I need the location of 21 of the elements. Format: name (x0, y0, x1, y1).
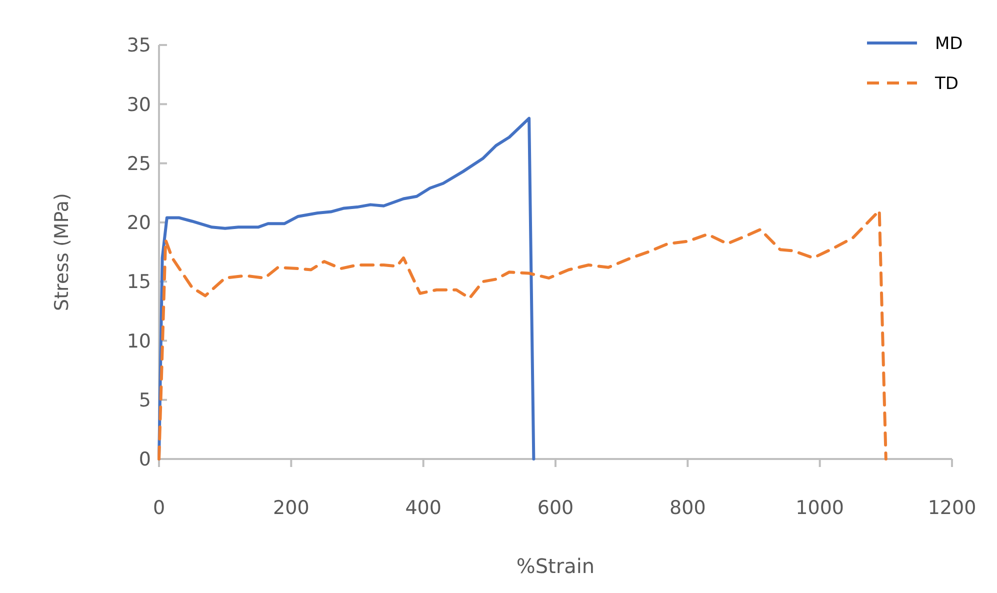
legend-label: MD (935, 34, 963, 54)
y-tick-label: 15 (126, 271, 151, 294)
x-tick-label: 1000 (796, 497, 844, 519)
y-tick-label: 30 (126, 94, 151, 116)
y-axis-title: Stress (MPa) (51, 193, 73, 311)
y-tick-label: 35 (126, 34, 151, 57)
legend-label: TD (934, 74, 958, 94)
x-tick-label: 800 (670, 497, 706, 519)
y-tick-label: 0 (138, 448, 151, 471)
x-tick-label: 200 (273, 497, 310, 519)
x-axis-title: %Strain (516, 554, 595, 578)
y-tick-label: 20 (126, 212, 151, 234)
x-tick-label: 0 (152, 497, 166, 519)
x-tick-label: 1200 (928, 497, 976, 519)
line-series (158, 209, 888, 460)
y-tick-label: 5 (138, 390, 151, 412)
x-tick-label: 600 (537, 497, 574, 519)
y-tick-label: 25 (126, 152, 151, 175)
line-series (158, 116, 536, 460)
x-tick-label: 400 (405, 497, 442, 519)
y-tick-label: 10 (126, 330, 151, 352)
